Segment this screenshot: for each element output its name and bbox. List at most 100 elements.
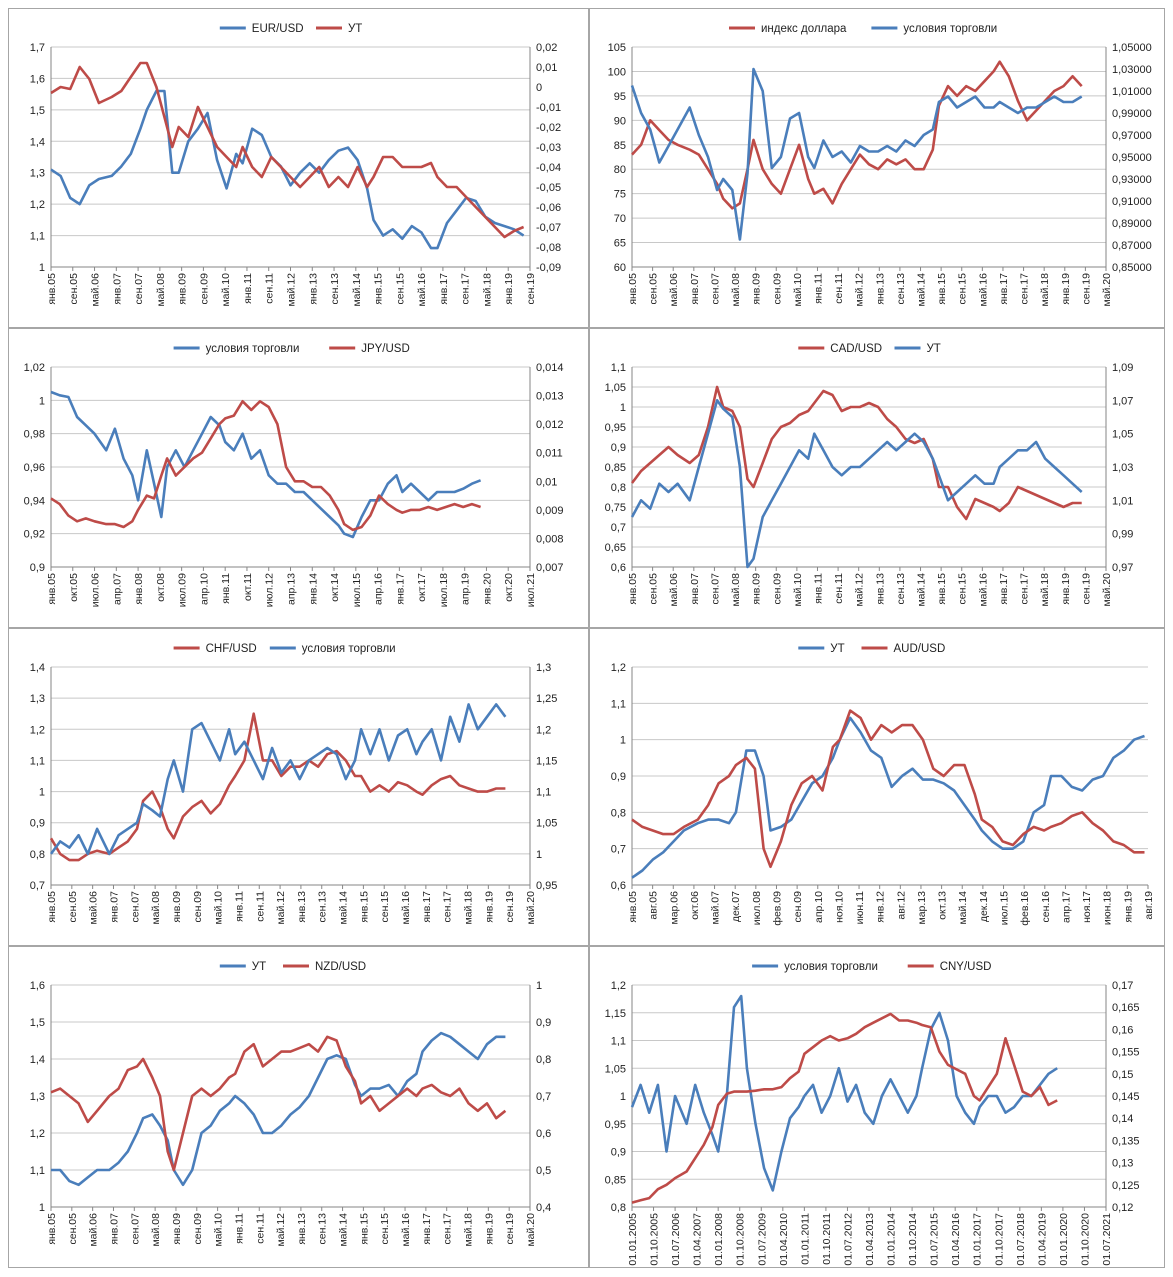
y-left-tick-label: 0,85	[605, 1174, 626, 1186]
x-tick-label: май.08	[150, 1213, 162, 1247]
x-tick-label: 01.10.2005	[649, 1213, 661, 1266]
x-tick-label: янв.19	[1060, 573, 1072, 605]
x-tick-label: май.06	[90, 273, 102, 307]
x-tick-label: июл.15	[351, 573, 363, 607]
x-tick-label: апр.07	[111, 573, 123, 605]
x-tick-label: янв.11	[220, 573, 232, 604]
x-tick-label: 01.07.2012	[842, 1213, 854, 1266]
chart-svg: 11,11,21,31,41,51,60,40,50,60,70,80,91ян…	[30, 961, 552, 1247]
x-tick-label: янв.13	[296, 891, 308, 923]
y-right-tick-label: 0	[536, 82, 542, 94]
legend-label: AUD/USD	[894, 643, 946, 655]
x-tick-label: 01.04.2013	[864, 1213, 876, 1266]
y-left-tick-label: 0,95	[605, 1119, 626, 1131]
x-tick-label: май.18	[463, 891, 475, 925]
x-tick-label: янв.07	[689, 573, 701, 605]
y-left-tick-label: 1,2	[30, 199, 45, 211]
x-tick-label: 01.07.2021	[1101, 1213, 1113, 1266]
legend: УТ AUD/USD	[798, 643, 945, 655]
x-tick-label: сен.11	[264, 273, 276, 304]
x-tick-label: сен.15	[957, 273, 969, 305]
y-left-tick-label: 1,05	[605, 1063, 626, 1075]
x-tick-label: 01.10.2014	[907, 1213, 919, 1266]
x-tick-label: 01.10.2020	[1079, 1213, 1091, 1266]
y-left-tick-label: 1,6	[30, 73, 45, 85]
y-left-tick-label: 0,96	[24, 462, 45, 474]
x-tick-label: май.20	[525, 1213, 537, 1247]
chart-panel-2: 60 65 70 75 80 85 90 95 100 105 0,85000 0,87000 0,89…	[589, 8, 1165, 328]
x-tick-label: фев.16	[1019, 891, 1031, 926]
x-tick-label: янв.09	[171, 891, 183, 923]
legend-label: УТ	[830, 643, 844, 655]
series-line-CAD/USD	[630, 385, 1082, 521]
y-left-tick-label: 1,2	[611, 662, 626, 674]
legend-label: CNY/USD	[940, 961, 992, 973]
chart-svg: 0,6 0,65 0,7 0,75 0,8 0,85 0,9 0,95 1 1,05 1,1 0,97…	[605, 343, 1134, 607]
y-right-tick-label: 1,05	[536, 818, 557, 830]
x-tick-label: янв.11	[233, 891, 245, 922]
legend: индекс доллара условия торговли	[729, 23, 997, 35]
x-tick-label: сен.13	[329, 273, 341, 305]
legend: CAD/USD УТ	[798, 343, 941, 355]
x-tick-label: сен.05	[648, 273, 660, 305]
x-tick-label: 01.01.2020	[1058, 1213, 1070, 1266]
x-tick-label: май.12	[286, 273, 298, 307]
x-tick-label: сен.05	[68, 273, 80, 305]
x-tick-label: сен.09	[192, 1213, 204, 1245]
x-tick-label: май.10	[213, 1213, 225, 1247]
legend-label: УТ	[348, 23, 362, 35]
x-tick-label: май.16	[416, 273, 428, 307]
x-tick-label: янв.13	[307, 273, 319, 305]
x-tick-label: янв.07	[689, 273, 701, 305]
y-right-tick-label: 0,165	[1112, 1002, 1140, 1014]
y-right-tick-label: 0,97000	[1112, 130, 1152, 142]
y-left-tick-label: 90	[614, 115, 626, 127]
y-left-tick-label: 105	[608, 42, 626, 54]
x-tick-label: май.16	[400, 891, 412, 925]
legend-label: JPY/USD	[361, 343, 410, 355]
y-left-tick-label: 1,7	[30, 42, 45, 54]
series-line-УТ	[631, 716, 1145, 879]
x-tick-label: сен.07	[709, 573, 721, 605]
x-tick-label: янв.17	[438, 273, 450, 305]
legend-label: CAD/USD	[830, 343, 882, 355]
x-tick-label: янв.13	[874, 273, 886, 305]
y-right-tick-label: 0,15	[1112, 1069, 1133, 1081]
x-tick-label: май.12	[275, 891, 287, 925]
x-tick-label: янв.15	[936, 273, 948, 305]
x-tick-label: янв.15	[373, 273, 385, 305]
legend-label: условия торговли	[302, 643, 396, 655]
chart-panel-3: 0,9 0,92 0,94 0,96 0,98 1 1,02 0,007 0,008 0,009 0…	[8, 328, 589, 628]
y-right-tick-label: 0,012	[536, 419, 564, 431]
x-tick-label: янв.05	[627, 573, 639, 605]
x-tick-label: сен.09	[771, 573, 783, 605]
x-tick-label: сен.09	[198, 273, 210, 305]
x-tick-label: май.12	[854, 573, 866, 607]
x-tick-label: 01.07.2015	[929, 1213, 941, 1266]
x-tick-label: май.16	[400, 1213, 412, 1247]
x-tick-label: май.06	[668, 573, 680, 607]
y-left-tick-label: 1,2	[30, 724, 45, 736]
x-tick-label: сен.07	[709, 273, 721, 305]
x-tick-label: сен.19	[504, 891, 516, 923]
x-tick-label: янв.11	[233, 1213, 245, 1244]
y-left-tick-label: 1,3	[30, 693, 45, 705]
y-left-tick-label: 0,95	[605, 422, 626, 434]
x-tick-label: май.08	[730, 573, 742, 607]
x-tick-label: янв.15	[358, 891, 370, 923]
y-right-tick-label: 0,007	[536, 562, 564, 574]
x-tick-label: 01.01.2014	[886, 1213, 898, 1266]
x-tick-label: 01.01.2005	[627, 1213, 639, 1266]
series-line-УТ	[630, 399, 1083, 569]
x-tick-label: янв.07	[108, 891, 120, 923]
legend-label: условия торговли	[206, 343, 300, 355]
y-right-tick-label: 0,145	[1112, 1091, 1140, 1103]
x-tick-label: сен.13	[895, 273, 907, 305]
x-tick-label: май.14	[957, 891, 969, 925]
x-tick-label: окт.20	[503, 573, 515, 602]
x-tick-label: янв.09	[171, 1213, 183, 1245]
x-tick-label: май.14	[916, 573, 928, 607]
y-right-tick-label: 1,05000	[1112, 42, 1152, 54]
y-right-tick-label: 0,013	[536, 391, 564, 403]
x-tick-label: сен.11	[833, 573, 845, 604]
